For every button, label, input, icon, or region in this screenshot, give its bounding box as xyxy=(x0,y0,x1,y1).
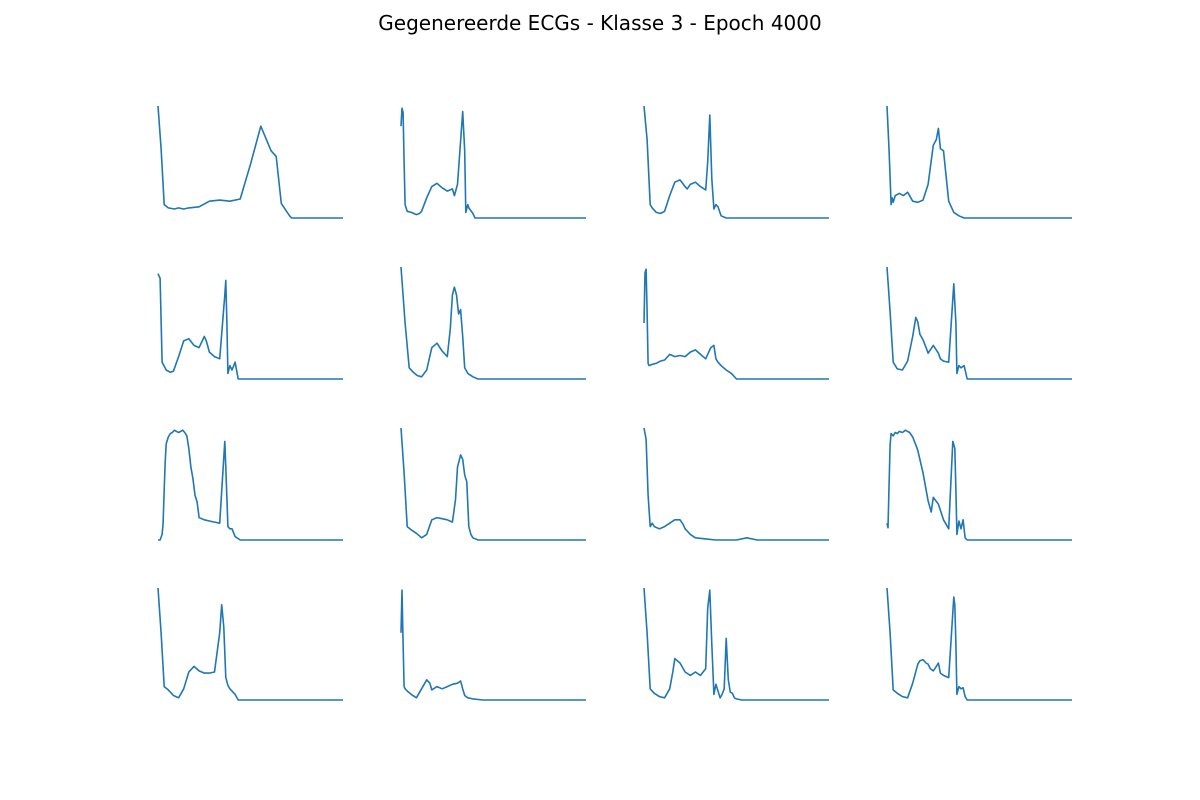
ecg-subplot-10 xyxy=(400,427,586,541)
ecg-subplot-2 xyxy=(400,107,586,219)
ecg-series-line-4 xyxy=(886,105,1072,219)
ecg-series-line-5 xyxy=(157,273,343,380)
ecg-subplot-1 xyxy=(157,105,343,219)
ecg-subplot-6 xyxy=(400,266,586,380)
ecg-subplot-7 xyxy=(643,268,829,380)
ecg-subplot-8 xyxy=(886,266,1072,380)
ecg-subplot-12 xyxy=(886,429,1072,541)
ecg-series-line-2 xyxy=(400,107,586,219)
ecg-series-line-11 xyxy=(643,427,829,541)
ecg-series-line-14 xyxy=(400,589,586,701)
ecg-series-line-16 xyxy=(886,587,1072,701)
ecg-series-line-13 xyxy=(157,587,343,701)
ecg-series-line-15 xyxy=(643,587,829,701)
ecg-series-line-6 xyxy=(400,266,586,380)
ecg-subplot-4 xyxy=(886,105,1072,219)
ecg-series-line-10 xyxy=(400,427,586,541)
ecg-series-line-8 xyxy=(886,266,1072,380)
ecg-series-line-7 xyxy=(643,268,829,380)
ecg-subplot-16 xyxy=(886,587,1072,701)
ecg-subplot-3 xyxy=(643,105,829,219)
ecg-series-line-12 xyxy=(886,429,1072,541)
ecg-subplot-13 xyxy=(157,587,343,701)
chart-title: Gegenereerde ECGs - Klasse 3 - Epoch 400… xyxy=(378,11,822,35)
ecg-subplot-11 xyxy=(643,427,829,541)
ecg-series-line-1 xyxy=(157,105,343,219)
ecg-subplot-15 xyxy=(643,587,829,701)
ecg-subplot-9 xyxy=(158,429,343,541)
ecg-series-line-3 xyxy=(643,105,829,219)
ecg-subplot-5 xyxy=(157,273,343,380)
ecg-series-line-9 xyxy=(158,429,343,541)
ecg-subplot-14 xyxy=(400,589,586,701)
